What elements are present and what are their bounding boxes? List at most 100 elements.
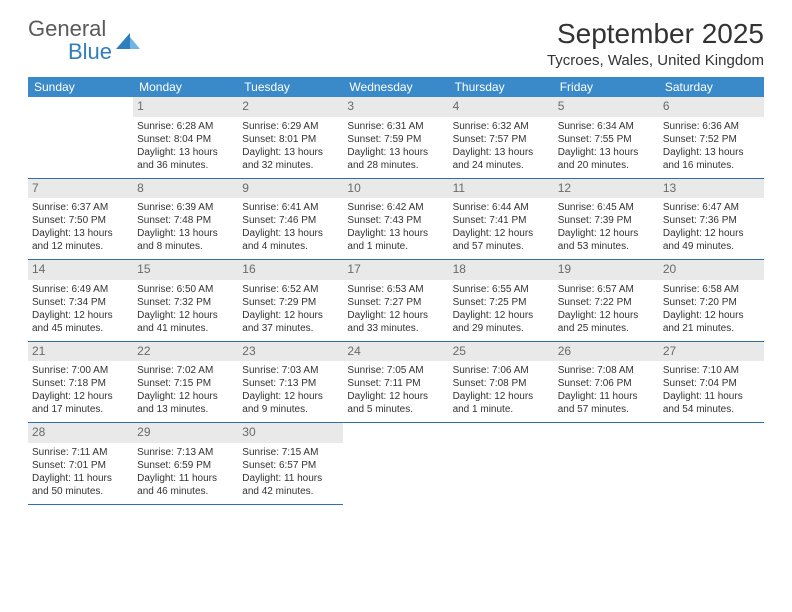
calendar-day-cell: 1Sunrise: 6:28 AMSunset: 8:04 PMDaylight… <box>133 97 238 178</box>
day-number: 29 <box>133 423 238 443</box>
daylight-text: Daylight: 12 hours and 25 minutes. <box>558 309 655 335</box>
sunrise-text: Sunrise: 7:10 AM <box>663 364 760 377</box>
sunrise-text: Sunrise: 6:41 AM <box>242 201 339 214</box>
day-number: 8 <box>133 179 238 199</box>
day-number: 7 <box>28 179 133 199</box>
day-sun-info: Sunrise: 6:50 AMSunset: 7:32 PMDaylight:… <box>137 283 234 335</box>
day-sun-info: Sunrise: 6:36 AMSunset: 7:52 PMDaylight:… <box>663 120 760 172</box>
calendar-day-cell: 4Sunrise: 6:32 AMSunset: 7:57 PMDaylight… <box>449 97 554 178</box>
day-sun-info: Sunrise: 7:15 AMSunset: 6:57 PMDaylight:… <box>242 446 339 498</box>
sunrise-text: Sunrise: 6:42 AM <box>347 201 444 214</box>
daylight-text: Daylight: 13 hours and 8 minutes. <box>137 227 234 253</box>
dow-header: Thursday <box>449 77 554 97</box>
sunrise-text: Sunrise: 7:03 AM <box>242 364 339 377</box>
day-number: 14 <box>28 260 133 280</box>
sunset-text: Sunset: 7:41 PM <box>453 214 550 227</box>
sunrise-text: Sunrise: 7:15 AM <box>242 446 339 459</box>
daylight-text: Daylight: 12 hours and 29 minutes. <box>453 309 550 335</box>
sunset-text: Sunset: 7:18 PM <box>32 377 129 390</box>
location-text: Tycroes, Wales, United Kingdom <box>547 52 764 69</box>
calendar-day-cell: 24Sunrise: 7:05 AMSunset: 7:11 PMDayligh… <box>343 341 448 423</box>
daylight-text: Daylight: 12 hours and 41 minutes. <box>137 309 234 335</box>
daylight-text: Daylight: 12 hours and 13 minutes. <box>137 390 234 416</box>
sunrise-text: Sunrise: 6:29 AM <box>242 120 339 133</box>
sunrise-text: Sunrise: 6:31 AM <box>347 120 444 133</box>
calendar-day-cell: 30Sunrise: 7:15 AMSunset: 6:57 PMDayligh… <box>238 423 343 505</box>
day-number: 5 <box>554 97 659 117</box>
day-sun-info: Sunrise: 6:58 AMSunset: 7:20 PMDaylight:… <box>663 283 760 335</box>
calendar-day-cell: 22Sunrise: 7:02 AMSunset: 7:15 PMDayligh… <box>133 341 238 423</box>
sunrise-text: Sunrise: 6:37 AM <box>32 201 129 214</box>
sunset-text: Sunset: 7:27 PM <box>347 296 444 309</box>
sunset-text: Sunset: 7:50 PM <box>32 214 129 227</box>
calendar-day-cell: 10Sunrise: 6:42 AMSunset: 7:43 PMDayligh… <box>343 178 448 260</box>
day-number: 1 <box>133 97 238 117</box>
sunset-text: Sunset: 7:13 PM <box>242 377 339 390</box>
day-of-week-row: SundayMondayTuesdayWednesdayThursdayFrid… <box>28 77 764 97</box>
daylight-text: Daylight: 13 hours and 36 minutes. <box>137 146 234 172</box>
calendar-day-cell: . <box>554 423 659 505</box>
daylight-text: Daylight: 13 hours and 12 minutes. <box>32 227 129 253</box>
calendar-day-cell: 17Sunrise: 6:53 AMSunset: 7:27 PMDayligh… <box>343 260 448 342</box>
dow-header: Saturday <box>659 77 764 97</box>
sunset-text: Sunset: 7:36 PM <box>663 214 760 227</box>
brand-line2: Blue <box>68 39 112 65</box>
daylight-text: Daylight: 11 hours and 54 minutes. <box>663 390 760 416</box>
daylight-text: Daylight: 12 hours and 5 minutes. <box>347 390 444 416</box>
brand-triangle-icon <box>116 33 142 51</box>
sunset-text: Sunset: 7:29 PM <box>242 296 339 309</box>
calendar-day-cell: 8 Sunrise: 6:39 AMSunset: 7:48 PMDaylight… <box>133 178 238 260</box>
sunrise-text: Sunrise: 7:00 AM <box>32 364 129 377</box>
daylight-text: Daylight: 12 hours and 57 minutes. <box>453 227 550 253</box>
day-sun-info: Sunrise: 6:37 AMSunset: 7:50 PMDaylight:… <box>32 201 129 253</box>
sunrise-text: Sunrise: 6:47 AM <box>663 201 760 214</box>
daylight-text: Daylight: 12 hours and 9 minutes. <box>242 390 339 416</box>
daylight-text: Daylight: 12 hours and 1 minute. <box>453 390 550 416</box>
day-sun-info: Sunrise: 6:45 AMSunset: 7:39 PMDaylight:… <box>558 201 655 253</box>
daylight-text: Daylight: 12 hours and 21 minutes. <box>663 309 760 335</box>
calendar-day-cell: 14Sunrise: 6:49 AMSunset: 7:34 PMDayligh… <box>28 260 133 342</box>
day-sun-info: Sunrise: 7:03 AMSunset: 7:13 PMDaylight:… <box>242 364 339 416</box>
daylight-text: Daylight: 13 hours and 32 minutes. <box>242 146 339 172</box>
calendar-day-cell: 13Sunrise: 6:47 AMSunset: 7:36 PMDayligh… <box>659 178 764 260</box>
sunrise-text: Sunrise: 6:28 AM <box>137 120 234 133</box>
day-sun-info: Sunrise: 6:57 AMSunset: 7:22 PMDaylight:… <box>558 283 655 335</box>
sunrise-text: Sunrise: 7:11 AM <box>32 446 129 459</box>
day-sun-info: Sunrise: 6:52 AMSunset: 7:29 PMDaylight:… <box>242 283 339 335</box>
sunset-text: Sunset: 7:06 PM <box>558 377 655 390</box>
calendar-week-row: .1Sunrise: 6:28 AMSunset: 8:04 PMDayligh… <box>28 97 764 178</box>
calendar-week-row: 28Sunrise: 7:11 AMSunset: 7:01 PMDayligh… <box>28 423 764 505</box>
day-sun-info: Sunrise: 7:00 AMSunset: 7:18 PMDaylight:… <box>32 364 129 416</box>
sunrise-text: Sunrise: 7:08 AM <box>558 364 655 377</box>
day-sun-info: Sunrise: 6:55 AMSunset: 7:25 PMDaylight:… <box>453 283 550 335</box>
dow-header: Tuesday <box>238 77 343 97</box>
sunset-text: Sunset: 7:48 PM <box>137 214 234 227</box>
daylight-text: Daylight: 12 hours and 37 minutes. <box>242 309 339 335</box>
daylight-text: Daylight: 11 hours and 42 minutes. <box>242 472 339 498</box>
sunset-text: Sunset: 7:34 PM <box>32 296 129 309</box>
daylight-text: Daylight: 12 hours and 53 minutes. <box>558 227 655 253</box>
day-sun-info: Sunrise: 7:02 AMSunset: 7:15 PMDaylight:… <box>137 364 234 416</box>
sunset-text: Sunset: 7:57 PM <box>453 133 550 146</box>
day-number: 27 <box>659 342 764 362</box>
day-number: 22 <box>133 342 238 362</box>
calendar-day-cell: 25Sunrise: 7:06 AMSunset: 7:08 PMDayligh… <box>449 341 554 423</box>
sunset-text: Sunset: 6:59 PM <box>137 459 234 472</box>
day-sun-info: Sunrise: 7:06 AMSunset: 7:08 PMDaylight:… <box>453 364 550 416</box>
daylight-text: Daylight: 11 hours and 46 minutes. <box>137 472 234 498</box>
calendar-day-cell: 28Sunrise: 7:11 AMSunset: 7:01 PMDayligh… <box>28 423 133 505</box>
day-number: 26 <box>554 342 659 362</box>
sunset-text: Sunset: 7:52 PM <box>663 133 760 146</box>
sunrise-text: Sunrise: 6:53 AM <box>347 283 444 296</box>
calendar-day-cell: 16Sunrise: 6:52 AMSunset: 7:29 PMDayligh… <box>238 260 343 342</box>
sunrise-text: Sunrise: 6:39 AM <box>137 201 234 214</box>
day-number: 9 <box>238 179 343 199</box>
sunrise-text: Sunrise: 6:49 AM <box>32 283 129 296</box>
day-number: 4 <box>449 97 554 117</box>
calendar-week-row: 21Sunrise: 7:00 AMSunset: 7:18 PMDayligh… <box>28 341 764 423</box>
day-number: 20 <box>659 260 764 280</box>
calendar-day-cell: 12Sunrise: 6:45 AMSunset: 7:39 PMDayligh… <box>554 178 659 260</box>
daylight-text: Daylight: 11 hours and 57 minutes. <box>558 390 655 416</box>
sunset-text: Sunset: 8:01 PM <box>242 133 339 146</box>
day-number: 17 <box>343 260 448 280</box>
